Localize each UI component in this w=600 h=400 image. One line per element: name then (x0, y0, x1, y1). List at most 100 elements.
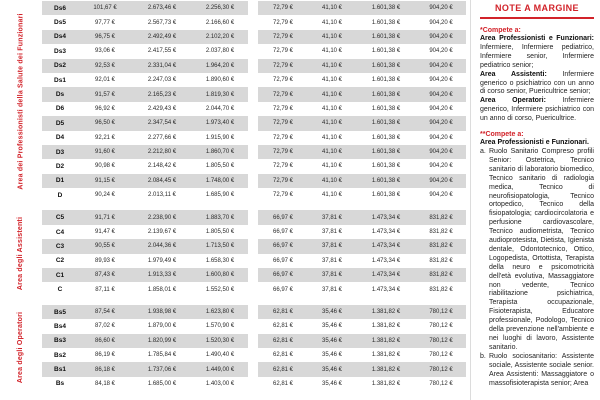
row-value-shared-4: 904,20 € (429, 192, 453, 199)
row-value-shared-3: 1.601,38 € (371, 105, 401, 112)
row-value-shared-2: 41,10 € (321, 33, 343, 40)
row-left-block: Bs5 87,54 € 1.938,98 € 1.623,80 € (42, 304, 248, 320)
row-value-hourly: 93,06 € (94, 48, 116, 55)
row-right-block: 66,97 € 37,81 € 1.473,34 € 831,82 € (258, 225, 466, 239)
row-right-block: 72,79 € 41,10 € 1.601,38 € 904,20 € (258, 131, 466, 145)
row-value-shared-1: 72,79 € (272, 163, 294, 170)
row-value-shared-1: 72,79 € (272, 5, 294, 12)
row-value-shared-3: 1.473,34 € (371, 243, 401, 250)
row-value-shared-1: 72,79 € (272, 33, 294, 40)
row-value-monthly-gross: 1.685,00 € (147, 380, 177, 387)
row-code: Bs3 (54, 337, 66, 345)
table-row: D 90,24 € 2.013,11 € 1.685,90 € 72,79 € … (42, 188, 466, 202)
row-value-monthly-gross: 2.165,23 € (147, 91, 177, 98)
note1-segment-bold: Area Professionisti e Funzionari: (480, 35, 594, 42)
row-value-shared-1: 66,97 € (272, 214, 294, 221)
row-value-monthly-net: 1.748,00 € (205, 177, 235, 184)
note1-segment: Area Assistenti: Infermiere generico o p… (480, 71, 594, 98)
row-value-monthly-gross: 1.820,99 € (147, 337, 177, 344)
row-value-shared-2: 37,81 € (321, 286, 343, 293)
row-code: D2 (55, 162, 65, 170)
row-value-hourly: 86,60 € (94, 337, 116, 344)
row-right-block: 72,79 € 41,10 € 1.601,38 € 904,20 € (258, 144, 466, 160)
row-value-shared-2: 41,10 € (321, 177, 343, 184)
row-value-shared-3: 1.381,82 € (371, 380, 401, 387)
row-value-hourly: 87,54 € (94, 309, 116, 315)
row-value-shared-1: 62,81 € (272, 309, 294, 315)
table-row: Bs5 87,54 € 1.938,98 € 1.623,80 € 62,81 … (42, 304, 466, 320)
note2-block: **Compete a: Area Professionisti e Funzi… (480, 130, 594, 388)
row-code: C4 (55, 228, 65, 236)
row-value-shared-4: 780,12 € (429, 352, 453, 359)
row-value-monthly-gross: 1.913,33 € (147, 272, 177, 279)
row-value-shared-4: 904,20 € (429, 19, 453, 26)
row-left-block: C 87,11 € 1.858,01 € 1.552,50 € (42, 282, 248, 296)
row-value-shared-3: 1.601,38 € (371, 33, 401, 40)
row-value-monthly-net: 1.570,90 € (205, 323, 235, 330)
row-value-shared-4: 904,20 € (429, 91, 453, 98)
row-value-shared-1: 72,79 € (272, 19, 294, 26)
row-right-block: 72,79 € 41,10 € 1.601,38 € 904,20 € (258, 102, 466, 116)
row-left-block: D5 96,50 € 2.347,54 € 1.973,40 € (42, 116, 248, 131)
row-value-monthly-gross: 2.044,36 € (147, 243, 177, 250)
row-value-shared-2: 41,10 € (321, 19, 343, 26)
row-left-block: C4 91,47 € 2.139,67 € 1.805,50 € (42, 225, 248, 239)
table-row: D3 91,60 € 2.212,80 € 1.860,70 € 72,79 €… (42, 144, 466, 160)
row-value-shared-2: 41,10 € (321, 149, 343, 156)
row-value-shared-2: 41,10 € (321, 62, 343, 69)
row-left-block: Bs4 87,02 € 1.879,00 € 1.570,90 € (42, 319, 248, 333)
row-value-monthly-net: 2.044,70 € (205, 105, 235, 112)
row-value-shared-3: 1.473,34 € (371, 286, 401, 293)
row-value-shared-3: 1.381,82 € (371, 366, 401, 373)
row-value-monthly-net: 1.623,80 € (205, 309, 235, 315)
table-row: C1 87,43 € 1.913,33 € 1.600,80 € 66,97 €… (42, 268, 466, 283)
margin-notes-sidebar: NOTE A MARGINE *Compete a: Area Professi… (480, 3, 594, 388)
row-right-block: 62,81 € 35,46 € 1.381,82 € 780,12 € (258, 348, 466, 362)
row-value-shared-2: 41,10 € (321, 192, 343, 199)
row-value-shared-4: 831,82 € (429, 286, 453, 293)
note2-lead: **Compete a: (480, 131, 524, 139)
row-left-block: C1 87,43 € 1.913,33 € 1.600,80 € (42, 268, 248, 283)
row-value-shared-2: 41,10 € (321, 48, 343, 55)
row-value-shared-1: 62,81 € (272, 337, 294, 344)
row-right-block: 62,81 € 35,46 € 1.381,82 € 780,12 € (258, 333, 466, 348)
row-right-block: 72,79 € 41,10 € 1.601,38 € 904,20 € (258, 87, 466, 102)
group-label-column: Area degli Operatori (0, 305, 42, 391)
row-value-shared-3: 1.601,38 € (371, 177, 401, 184)
row-value-monthly-gross: 2.212,80 € (147, 149, 177, 156)
row-value-shared-3: 1.601,38 € (371, 134, 401, 141)
row-value-shared-4: 780,12 € (429, 309, 453, 315)
row-value-hourly: 92,01 € (94, 77, 116, 84)
row-left-block: Ds4 96,75 € 2.492,49 € 2.102,20 € (42, 29, 248, 45)
row-value-monthly-net: 1.860,70 € (205, 149, 235, 156)
row-value-shared-3: 1.473,34 € (371, 214, 401, 221)
row-value-shared-4: 831,82 € (429, 243, 453, 250)
table-row: C 87,11 € 1.858,01 € 1.552,50 € 66,97 € … (42, 282, 466, 296)
group-rows: C5 91,71 € 2.238,90 € 1.883,70 € 66,97 €… (42, 210, 466, 296)
row-value-shared-2: 41,10 € (321, 5, 343, 12)
row-right-block: 66,97 € 37,81 € 1.473,34 € 831,82 € (258, 210, 466, 225)
note2-item-marker: b. (480, 352, 486, 360)
row-value-hourly: 90,55 € (94, 243, 116, 250)
row-value-hourly: 84,18 € (94, 380, 116, 387)
row-right-block: 66,97 € 37,81 € 1.473,34 € 831,82 € (258, 268, 466, 283)
row-value-shared-4: 904,20 € (429, 33, 453, 40)
row-value-shared-2: 41,10 € (321, 163, 343, 170)
row-left-block: C3 90,55 € 2.044,36 € 1.713,50 € (42, 239, 248, 254)
row-value-monthly-net: 2.102,20 € (205, 33, 235, 40)
row-value-shared-1: 72,79 € (272, 120, 294, 127)
row-value-shared-1: 72,79 € (272, 105, 294, 112)
table-row: Bs1 86,18 € 1.737,06 € 1.449,00 € 62,81 … (42, 362, 466, 377)
note2-item-marker: a. (480, 147, 486, 155)
row-left-block: D 90,24 € 2.013,11 € 1.685,90 € (42, 188, 248, 202)
row-code: D5 (55, 119, 65, 127)
row-left-block: Bs2 86,19 € 1.785,84 € 1.490,40 € (42, 348, 248, 362)
row-value-shared-4: 904,20 € (429, 134, 453, 141)
row-value-shared-4: 904,20 € (429, 48, 453, 55)
row-right-block: 72,79 € 41,10 € 1.601,38 € 904,20 € (258, 44, 466, 58)
row-value-monthly-gross: 2.331,04 € (147, 62, 177, 69)
row-value-monthly-gross: 2.247,03 € (147, 77, 177, 84)
table-row: Ds 91,57 € 2.165,23 € 1.819,30 € 72,79 €… (42, 87, 466, 102)
row-code: Bs5 (54, 308, 66, 316)
